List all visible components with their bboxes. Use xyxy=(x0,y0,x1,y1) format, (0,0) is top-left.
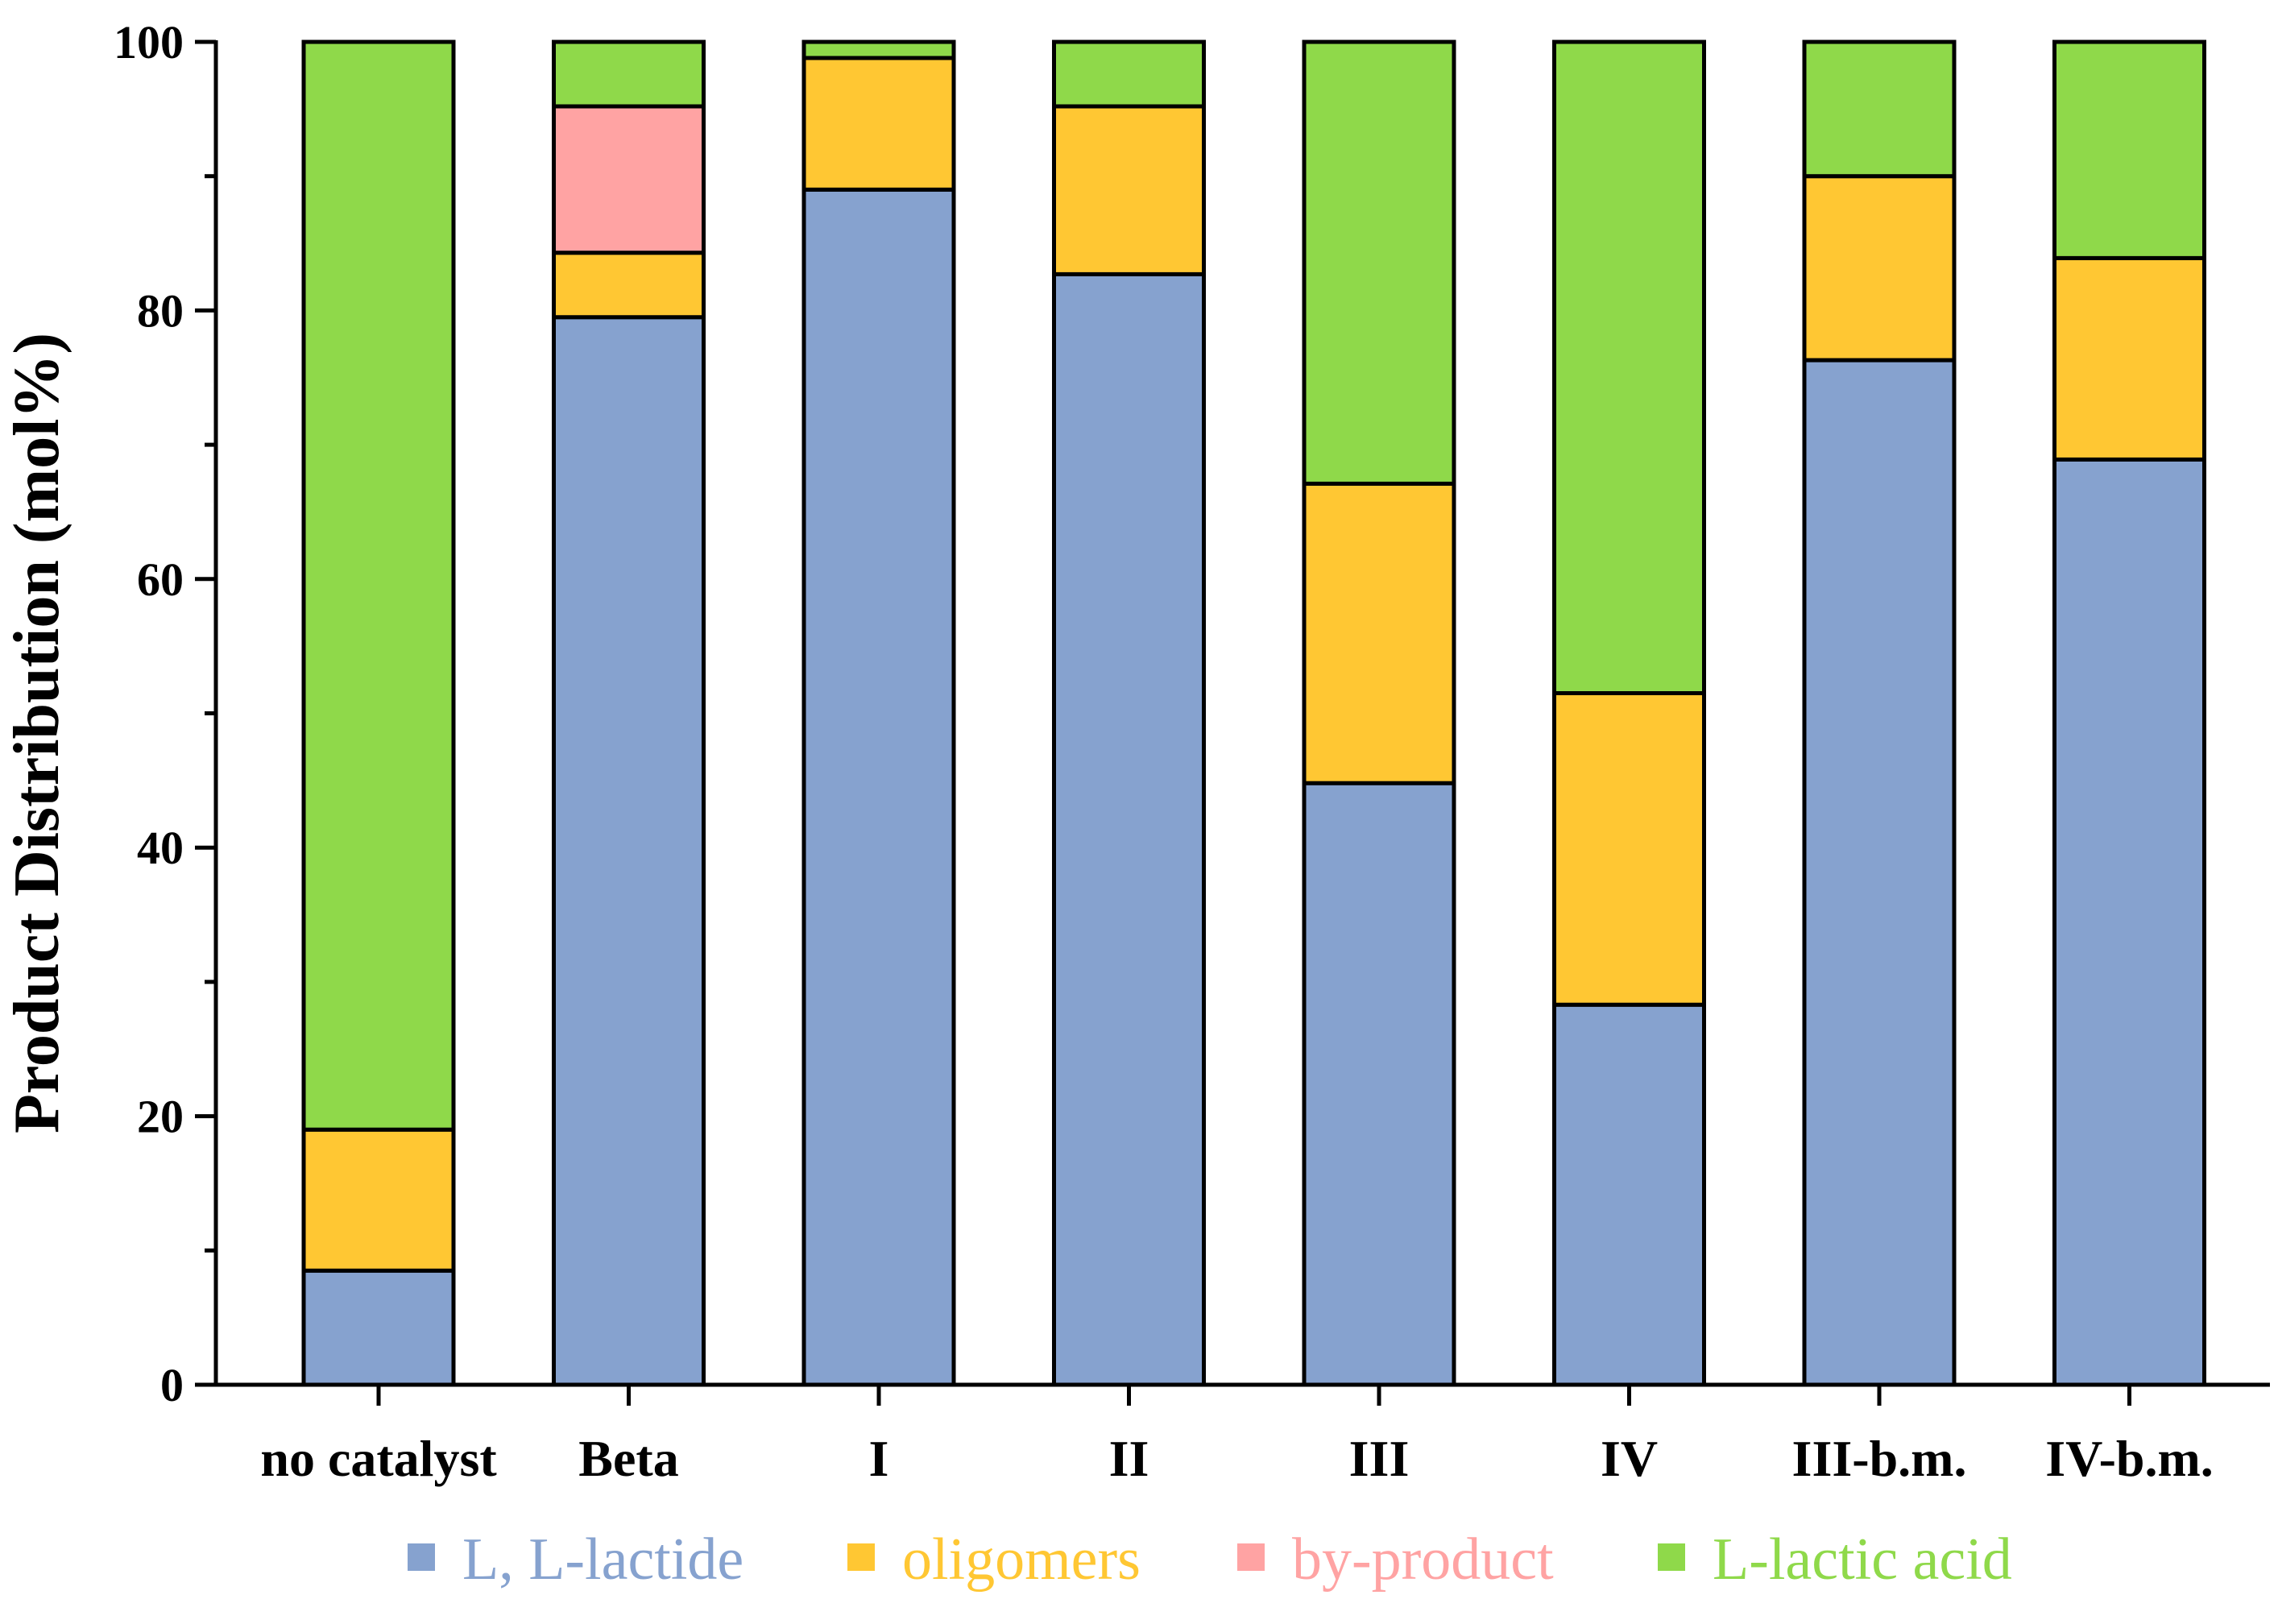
bar-beta-oligomers xyxy=(552,251,706,320)
bar-ii-oligomers xyxy=(1052,104,1206,276)
y-axis-title: Product Distribution (mol%) xyxy=(2,333,72,1133)
bar-i-oligomers xyxy=(801,56,956,192)
bar-iv-l-l-lactide xyxy=(1552,1002,1706,1387)
x-tick-label-iv: IV xyxy=(1601,1430,1658,1487)
legend-swatch-by-product xyxy=(1237,1543,1265,1571)
legend-swatch-oligomers xyxy=(847,1543,875,1571)
bar-iii-l-lactic-acid xyxy=(1302,39,1456,486)
bar-no-catalyst-l-lactic-acid xyxy=(301,39,456,1132)
bar-ii-l-l-lactide xyxy=(1052,271,1206,1387)
bar-ii-l-lactic-acid xyxy=(1052,39,1206,109)
bar-iii-b-m-oligomers xyxy=(1802,174,1957,362)
legend: L, L-lactide oligomers by-product L-lactic … xyxy=(408,1527,2012,1593)
x-tick-label-no-catalyst: no catalyst xyxy=(260,1430,497,1487)
x-tick-label-iv-b-m: IV-b.m. xyxy=(2045,1430,2214,1487)
bar-i-l-lactic-acid xyxy=(801,39,956,60)
bar-iii-b-m-l-l-lactide xyxy=(1802,358,1957,1387)
bar-beta-l-l-lactide xyxy=(552,315,706,1387)
bar-iv-b-m-oligomers xyxy=(2052,255,2206,462)
legend-label-l-l-lactide: L, L-lactide xyxy=(462,1527,743,1593)
bars-layer xyxy=(301,39,2206,1387)
bar-iv-l-lactic-acid xyxy=(1552,39,1706,695)
bar-beta-l-lactic-acid xyxy=(552,39,706,109)
legend-swatch-l-l-lactide xyxy=(408,1543,435,1571)
bar-iii-l-l-lactide xyxy=(1302,781,1456,1387)
legend-label-oligomers: oligomers xyxy=(902,1527,1141,1593)
x-tick-label-iii-b-m: III-b.m. xyxy=(1792,1430,1967,1487)
y-tick-label-80: 80 xyxy=(137,284,184,337)
legend-label-by-product: by-product xyxy=(1292,1527,1554,1593)
bar-no-catalyst-l-l-lactide xyxy=(301,1268,456,1387)
legend-swatch-l-lactic-acid xyxy=(1658,1543,1685,1571)
bar-iii-b-m-l-lactic-acid xyxy=(1802,39,1957,179)
bar-iv-b-m-l-l-lactide xyxy=(2052,457,2206,1387)
x-tick-label-ii: II xyxy=(1109,1430,1149,1487)
x-tick-label-iii: III xyxy=(1349,1430,1410,1487)
bar-beta-by-product xyxy=(552,104,706,255)
bar-iii-oligomers xyxy=(1302,481,1456,785)
y-tick-label-40: 40 xyxy=(137,822,184,874)
x-tick-label-i: I xyxy=(869,1430,889,1487)
bar-i-l-l-lactide xyxy=(801,187,956,1387)
y-tick-label-20: 20 xyxy=(137,1091,184,1143)
legend-label-l-lactic-acid: L-lactic acid xyxy=(1713,1527,2012,1593)
bar-iv-b-m-l-lactic-acid xyxy=(2052,39,2206,260)
x-tick-label-beta: Beta xyxy=(578,1430,678,1487)
y-tick-label-100: 100 xyxy=(114,16,184,68)
y-tick-label-0: 0 xyxy=(160,1359,184,1411)
bar-no-catalyst-oligomers xyxy=(301,1127,456,1273)
bar-iv-oligomers xyxy=(1552,690,1706,1007)
y-tick-label-60: 60 xyxy=(137,553,184,606)
